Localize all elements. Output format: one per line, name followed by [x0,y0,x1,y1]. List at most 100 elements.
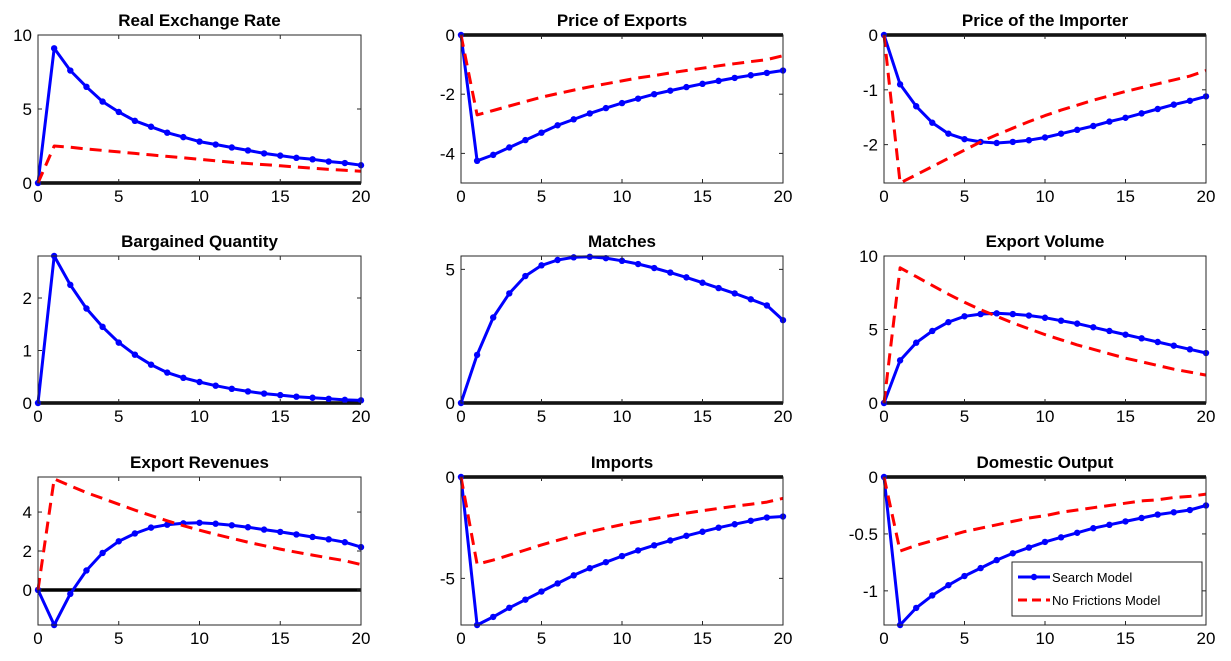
search-model-point [83,567,90,574]
subplot-1: Real Exchange Rate 0 5 10 15 20 0 5 10 [13,11,370,206]
search-model-point [115,339,122,346]
search-model-point [977,564,984,572]
search-model-point [731,290,738,297]
x-tick-label: 5 [537,629,546,648]
search-model-point [667,269,674,276]
search-model-point [1009,138,1016,146]
search-model-point [1025,312,1033,319]
search-model-point [683,83,690,91]
search-model-point [490,151,497,159]
x-tick-label: 20 [352,629,371,648]
search-model-point [228,385,235,393]
y-tick-label: 2 [23,289,32,308]
search-model-point [115,108,122,116]
legend-no-frictions-label: No Frictions Model [1052,593,1160,608]
search-model-point [993,556,1000,564]
search-model-point [212,141,219,148]
search-model-point [913,103,920,110]
y-tick-label: 0 [446,468,455,487]
x-tick-label: 15 [1116,187,1135,206]
subplot-title: Price of Exports [557,11,687,30]
search-model-point [147,123,155,130]
search-model-point [1122,518,1129,525]
subplot-title: Bargained Quantity [121,232,278,251]
axes-box [460,476,784,626]
search-model-point [1106,521,1113,529]
search-model-point [651,264,658,272]
y-tick-label: -2 [863,136,878,155]
search-model-point [99,549,106,557]
search-model-point [99,323,106,331]
search-model-point [131,117,139,125]
search-model-point [699,528,706,535]
search-model-point [651,542,658,549]
search-model-point [131,351,139,358]
search-model-point [715,524,722,531]
search-model-point [763,69,771,77]
legend-search-marker [1030,573,1038,581]
x-tick-label: 0 [456,187,465,206]
axes-box [460,255,784,404]
search-model-point [522,136,529,144]
y-tick-label: 2 [23,542,32,561]
legend-box [1011,561,1203,617]
x-tick-label: 15 [693,187,712,206]
x-tick-label: 15 [271,629,290,648]
search-model-point [586,565,593,572]
search-model-point [1106,118,1113,125]
x-tick-label: 5 [537,407,546,426]
y-tick-label: -4 [440,144,455,163]
subplot-title: Domestic Output [977,453,1114,472]
y-tick-label: 10 [13,26,32,45]
search-model-point [1009,310,1016,318]
search-model-point [1138,335,1145,342]
search-model-point [896,357,904,364]
search-model-point [538,129,545,136]
y-tick-label: -0.5 [849,525,878,544]
x-tick-label: 10 [1036,187,1055,206]
x-tick-label: 20 [774,187,793,206]
search-model-point [506,290,513,297]
search-model-point [763,302,771,309]
search-model-point [538,262,545,269]
search-model-point [747,72,754,79]
search-model-point [490,314,497,321]
search-model-point [1154,511,1161,518]
x-tick-label: 5 [114,629,123,648]
search-model-point [131,530,139,537]
search-model-point [147,361,155,368]
x-tick-label: 5 [537,187,546,206]
x-tick-label: 0 [33,187,42,206]
search-model-point [1009,550,1016,557]
no-frictions-model-line [882,34,1207,185]
x-tick-label: 0 [33,629,42,648]
search-model-point [67,590,74,598]
x-tick-label: 20 [1197,407,1216,426]
search-model-point [147,524,155,531]
search-model-point [570,116,577,123]
x-tick-label: 0 [879,187,888,206]
search-model-point [977,310,984,318]
search-model-point [67,281,74,289]
search-model-point [634,260,642,268]
y-tick-label: -1 [863,81,878,100]
search-model-point [634,547,642,554]
subplot-9: Domestic Output 0 5 10 15 20 -1 -0.5 0 [849,453,1216,648]
x-tick-label: 10 [190,187,209,206]
subplot-title: Price of the Importer [962,11,1129,30]
search-model-point [929,119,936,126]
search-model-point [325,158,332,165]
search-model-point [731,74,738,82]
search-model-point [1074,320,1081,327]
subplot-title: Export Revenues [130,453,269,472]
search-model-point [961,572,968,580]
y-tick-label: 0 [446,26,455,45]
search-model-point [715,284,722,292]
search-model-point [993,139,1000,147]
y-tick-label: 5 [869,321,878,340]
search-model-point [1074,126,1081,134]
y-tick-label: -5 [440,569,455,588]
search-model-point [522,596,529,603]
search-model-point [1138,110,1145,117]
search-model-point [1074,529,1081,536]
